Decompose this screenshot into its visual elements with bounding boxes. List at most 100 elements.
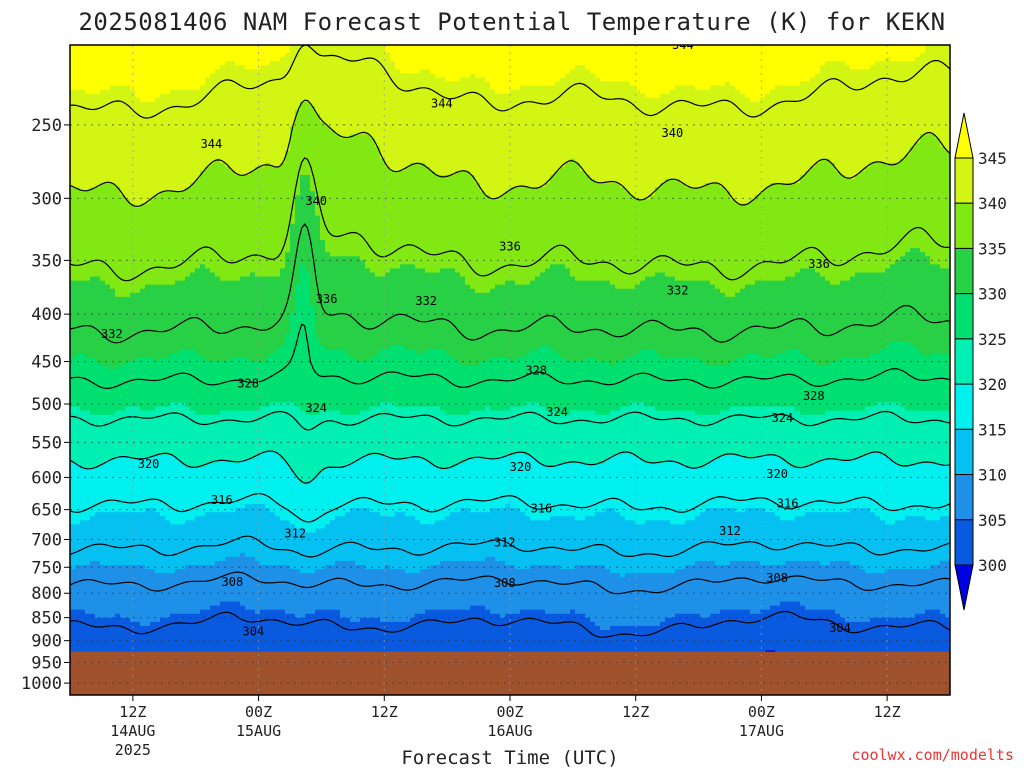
heatmap-cell — [205, 569, 211, 574]
heatmap-cell — [85, 589, 91, 595]
heatmap-cell — [175, 268, 181, 274]
heatmap-cell — [140, 53, 146, 58]
heatmap-cell — [205, 146, 211, 152]
heatmap-cell — [180, 613, 186, 619]
heatmap-cell — [175, 491, 181, 497]
heatmap-cell — [165, 162, 171, 168]
heatmap-cell — [120, 187, 126, 192]
heatmap-cell — [85, 353, 91, 359]
heatmap-cell — [130, 577, 136, 582]
heatmap-cell — [210, 394, 216, 400]
heatmap-cell — [85, 49, 91, 54]
heatmap-cell — [120, 126, 126, 131]
heatmap-cell — [95, 435, 101, 440]
heatmap-cell — [120, 114, 126, 119]
heatmap-cell — [150, 223, 156, 229]
heatmap-cell — [70, 252, 76, 257]
heatmap-cell — [85, 219, 91, 225]
heatmap-cell — [90, 589, 96, 595]
heatmap-cell — [160, 536, 166, 542]
heatmap-cell — [100, 646, 106, 651]
heatmap-cell — [105, 475, 111, 481]
heatmap-cell — [205, 463, 211, 469]
heatmap-cell — [90, 114, 96, 119]
heatmap-cell — [205, 402, 211, 408]
heatmap-cell — [155, 621, 161, 627]
heatmap-cell — [215, 410, 221, 416]
heatmap-cell — [85, 540, 91, 546]
heatmap-cell — [190, 211, 196, 217]
heatmap-cell — [120, 244, 126, 249]
heatmap-cell — [115, 272, 121, 278]
heatmap-cell — [155, 613, 161, 619]
heatmap-cell — [100, 146, 106, 152]
heatmap-cell — [80, 162, 86, 168]
heatmap-cell — [150, 85, 156, 91]
heatmap-cell — [215, 146, 221, 152]
heatmap-cell — [215, 142, 221, 148]
heatmap-cell — [175, 646, 181, 651]
heatmap-cell — [160, 280, 166, 286]
heatmap-cell — [200, 73, 206, 79]
heatmap-cell — [115, 402, 121, 408]
heatmap-cell — [120, 487, 126, 493]
heatmap-cell — [205, 231, 211, 237]
heatmap-cell — [140, 524, 146, 530]
heatmap-cell — [80, 430, 86, 436]
heatmap-cell — [215, 532, 221, 538]
heatmap-cell — [185, 532, 191, 538]
heatmap-cell — [80, 613, 86, 619]
heatmap-cell — [95, 422, 101, 428]
heatmap-cell — [140, 349, 146, 355]
heatmap-cell — [200, 166, 206, 172]
heatmap-cell — [145, 300, 151, 306]
heatmap-cell — [190, 573, 196, 578]
heatmap-cell — [210, 321, 216, 326]
heatmap-cell — [185, 548, 191, 554]
heatmap-cell — [135, 45, 141, 50]
heatmap-cell — [115, 333, 121, 339]
heatmap-cell — [215, 321, 221, 326]
heatmap-cell — [210, 248, 216, 253]
heatmap-cell — [200, 101, 206, 107]
heatmap-cell — [95, 138, 101, 144]
heatmap-cell — [220, 114, 226, 119]
heatmap-cell — [70, 390, 76, 395]
heatmap-cell — [120, 617, 126, 623]
heatmap-cell — [185, 370, 191, 375]
heatmap-cell — [190, 605, 196, 611]
heatmap-cell — [125, 183, 131, 188]
heatmap-cell — [205, 370, 211, 375]
heatmap-cell — [160, 207, 166, 213]
heatmap-cell — [215, 199, 221, 205]
heatmap-cell — [125, 296, 131, 302]
heatmap-cell — [190, 199, 196, 205]
heatmap-cell — [120, 105, 126, 111]
heatmap-cell — [80, 479, 86, 485]
heatmap-cell — [160, 313, 166, 318]
heatmap-cell — [140, 101, 146, 107]
heatmap-cell — [180, 609, 186, 615]
heatmap-cell — [215, 65, 221, 70]
heatmap-cell — [100, 211, 106, 217]
heatmap-cell — [110, 357, 116, 363]
heatmap-cell — [200, 122, 206, 127]
heatmap-cell — [105, 126, 111, 131]
heatmap-cell — [170, 617, 176, 623]
heatmap-cell — [80, 69, 86, 75]
heatmap-cell — [145, 593, 151, 599]
heatmap-cell — [130, 122, 136, 127]
heatmap-cell — [105, 577, 111, 582]
heatmap-cell — [135, 577, 141, 582]
heatmap-cell — [120, 638, 126, 643]
heatmap-cell — [95, 512, 101, 517]
heatmap-cell — [145, 53, 151, 58]
heatmap-cell — [195, 439, 201, 444]
heatmap-cell — [200, 150, 206, 156]
heatmap-cell — [165, 402, 171, 408]
heatmap-cell — [70, 321, 76, 326]
heatmap-cell — [145, 260, 151, 265]
heatmap-cell — [150, 288, 156, 294]
heatmap-cell — [155, 235, 161, 241]
heatmap-cell — [180, 305, 186, 310]
